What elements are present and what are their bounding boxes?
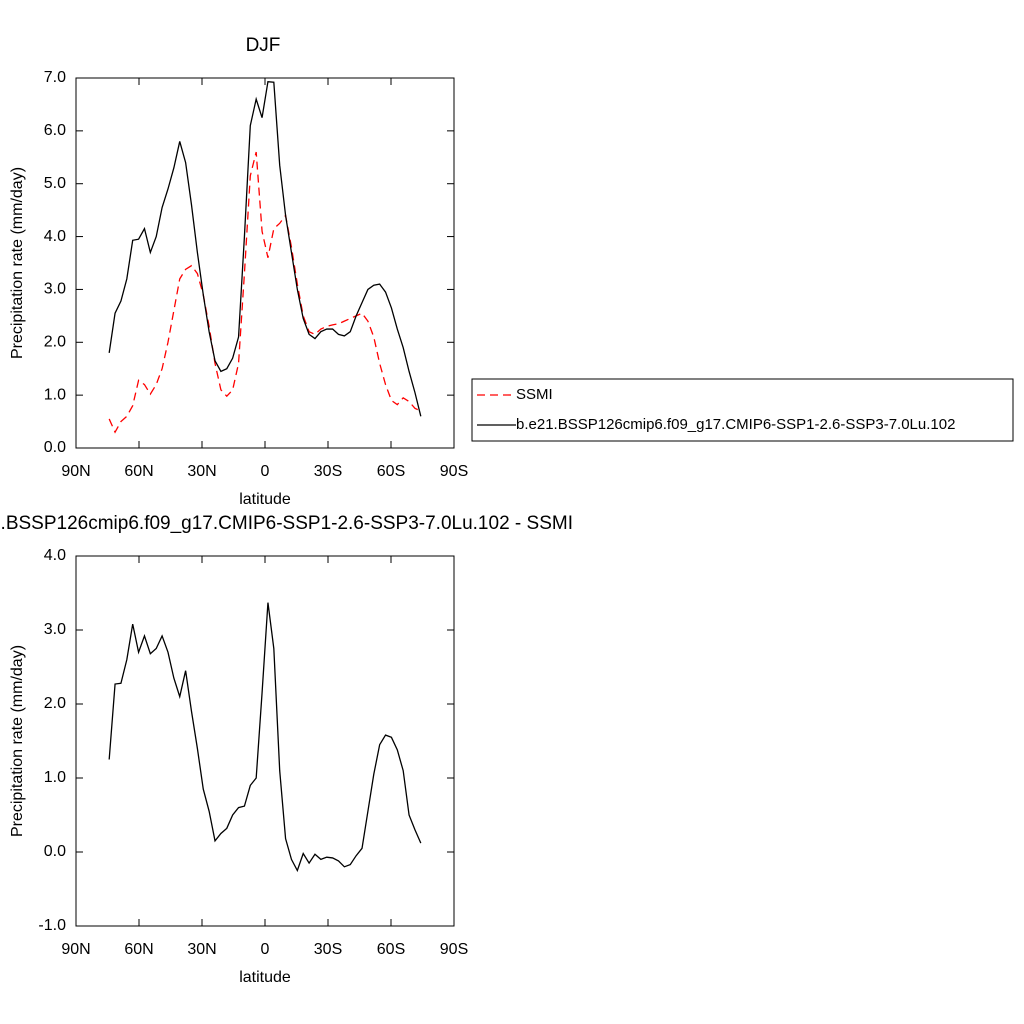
x-tick-label: 30S [314,941,342,958]
y-tick-label: 4.0 [44,547,66,564]
y-axis-label: Precipitation rate (mm/day) [9,645,26,837]
data-line [108,151,422,434]
legend-label: b.e21.BSSP126cmip6.f09_g17.CMIP6-SSP1-2.… [516,416,955,433]
y-axis-label: Precipitation rate (mm/day) [9,167,26,359]
data-line [108,602,422,873]
y-tick-label: 2.0 [44,334,66,351]
x-tick-label: 60S [377,463,405,480]
x-tick-label: 30N [187,941,216,958]
x-axis-label: latitude [239,969,291,986]
legend-label: SSMI [516,386,553,403]
plot-frame [75,77,455,449]
x-tick-label: 30S [314,463,342,480]
y-tick-label: 3.0 [44,281,66,298]
chart-title: DJF [246,35,281,56]
y-tick-label: 3.0 [44,621,66,638]
y-tick-label: 7.0 [44,69,66,86]
y-tick-label: 6.0 [44,122,66,139]
y-tick-label: 0.0 [44,439,66,456]
y-tick-label: 4.0 [44,228,66,245]
y-tick-label: 0.0 [44,843,66,860]
x-tick-label: 0 [261,941,270,958]
x-tick-label: 90S [440,941,468,958]
y-tick-label: 1.0 [44,386,66,403]
x-tick-label: 60N [124,941,153,958]
x-tick-label: 60N [124,463,153,480]
chart-title: b.e21.BSSP126cmip6.f09_g17.CMIP6-SSP1-2.… [0,513,573,534]
y-tick-label: 5.0 [44,175,66,192]
plot-frame [75,555,455,927]
x-axis-label: latitude [239,491,291,508]
y-tick-label: 1.0 [44,769,66,786]
x-tick-label: 30N [187,463,216,480]
x-tick-label: 90N [61,463,90,480]
y-tick-label: 2.0 [44,695,66,712]
legend-box [471,378,1014,442]
x-tick-label: 90N [61,941,90,958]
x-tick-label: 60S [377,941,405,958]
x-tick-label: 90S [440,463,468,480]
x-tick-label: 0 [261,463,270,480]
y-tick-label: -1.0 [38,917,66,934]
data-line [108,80,422,417]
